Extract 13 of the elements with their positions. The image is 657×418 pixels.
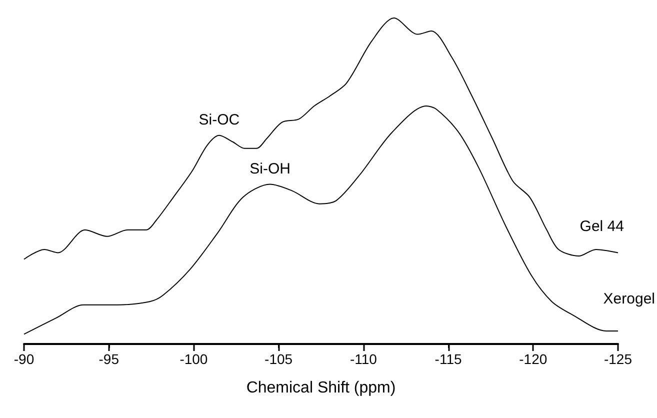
x-tick-label: -120 [519, 351, 548, 367]
x-axis-title: Chemical Shift (ppm) [246, 380, 396, 396]
x-tick-label: -115 [434, 351, 462, 367]
x-tick-label: -90 [14, 351, 34, 367]
x-tick-label: -95 [98, 351, 120, 367]
x-tick-label: -105 [264, 351, 293, 367]
x-tick-label: -110 [350, 351, 378, 367]
series-label: Gel 44 [580, 218, 624, 236]
series-label: Xerogel [603, 290, 655, 308]
annotation: Si-OH [250, 160, 291, 178]
x-tick-label: -100 [180, 351, 208, 367]
annotation: Si-OC [198, 111, 240, 128]
x-tick-label: -125 [604, 351, 632, 367]
